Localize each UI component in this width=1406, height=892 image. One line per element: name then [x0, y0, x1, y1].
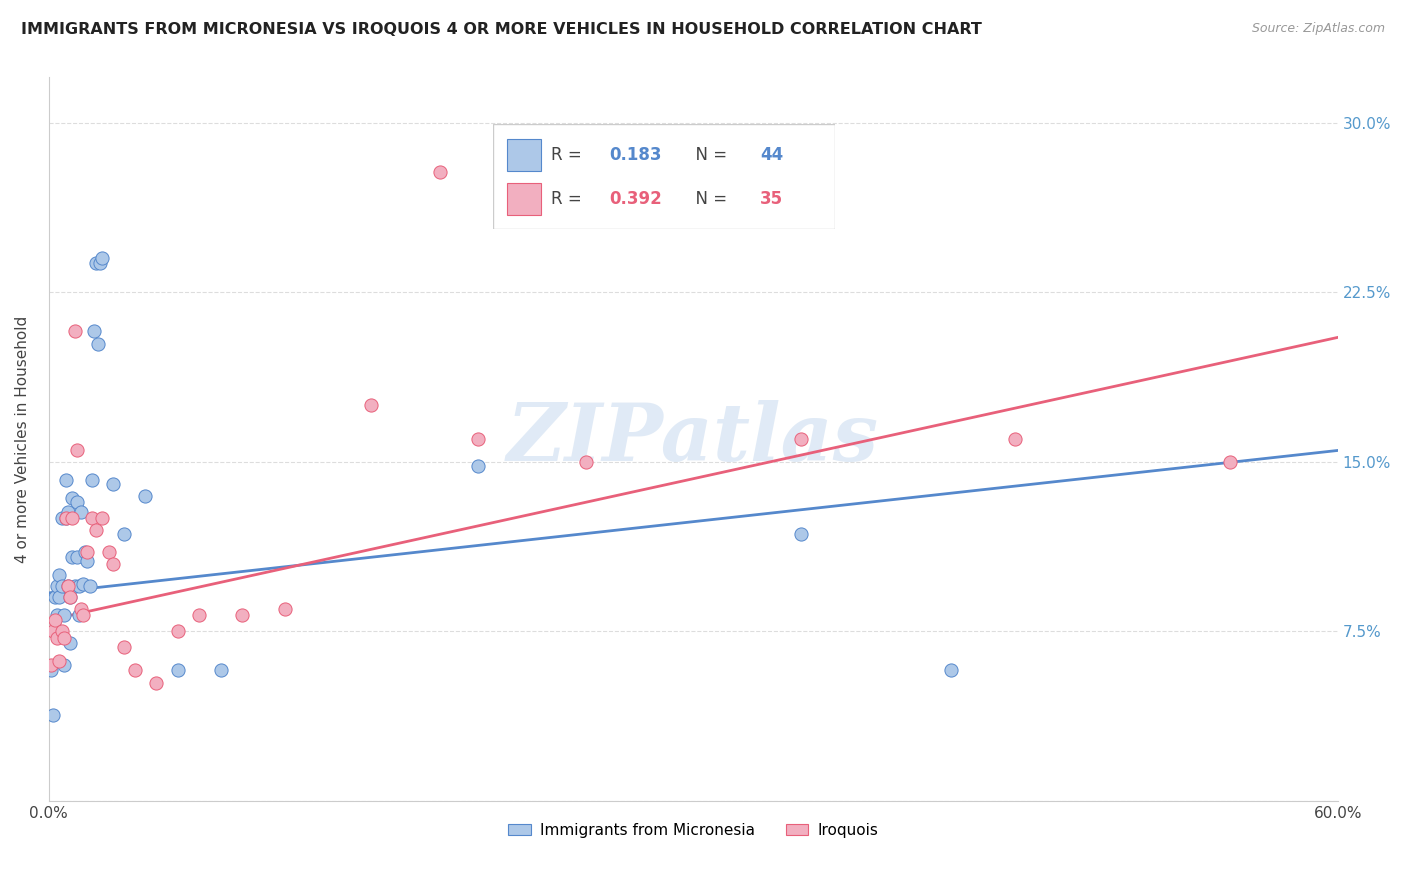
Point	[66, 443, 89, 458]
Point	[51, 511, 73, 525]
Point	[59, 591, 82, 605]
Point	[56, 579, 79, 593]
Point	[55, 511, 77, 525]
Point	[39, 658, 62, 673]
Point	[83, 324, 105, 338]
Point	[70, 601, 93, 615]
Point	[39, 663, 62, 677]
Point	[55, 473, 77, 487]
Point	[209, 663, 232, 677]
Point	[76, 545, 98, 559]
Point	[91, 511, 114, 525]
Point	[789, 432, 811, 446]
Point	[63, 579, 86, 593]
Point	[274, 601, 297, 615]
Legend: Immigrants from Micronesia, Iroquois: Immigrants from Micronesia, Iroquois	[502, 817, 884, 844]
Point	[60, 491, 83, 505]
Point	[67, 608, 90, 623]
Point	[87, 337, 110, 351]
Point	[52, 608, 75, 623]
Point	[112, 640, 135, 655]
Point	[80, 473, 103, 487]
Point	[72, 577, 94, 591]
Point	[84, 523, 107, 537]
Point	[60, 549, 83, 564]
Point	[59, 635, 82, 649]
Point	[42, 624, 65, 639]
Point	[1004, 432, 1026, 446]
Point	[56, 504, 79, 518]
Text: IMMIGRANTS FROM MICRONESIA VS IROQUOIS 4 OR MORE VEHICLES IN HOUSEHOLD CORRELATI: IMMIGRANTS FROM MICRONESIA VS IROQUOIS 4…	[21, 22, 981, 37]
Point	[51, 579, 73, 593]
Point	[124, 663, 146, 677]
Point	[60, 511, 83, 525]
Point	[66, 549, 89, 564]
Point	[46, 579, 69, 593]
Point	[789, 527, 811, 541]
Point	[112, 527, 135, 541]
Point	[939, 663, 962, 677]
Text: ZIPatlas: ZIPatlas	[508, 401, 879, 478]
Point	[46, 608, 69, 623]
Point	[67, 579, 90, 593]
Point	[1219, 455, 1241, 469]
Point	[70, 504, 93, 518]
Point	[51, 624, 73, 639]
Point	[166, 624, 188, 639]
Point	[429, 165, 451, 179]
Point	[46, 631, 69, 645]
Point	[48, 654, 70, 668]
Point	[79, 579, 101, 593]
Point	[467, 432, 489, 446]
Point	[72, 608, 94, 623]
Y-axis label: 4 or more Vehicles in Household: 4 or more Vehicles in Household	[15, 316, 30, 563]
Point	[42, 708, 65, 723]
Point	[145, 676, 167, 690]
Point	[59, 591, 82, 605]
Point	[575, 455, 598, 469]
Point	[134, 489, 156, 503]
Point	[66, 495, 89, 509]
Point	[52, 631, 75, 645]
Point	[80, 511, 103, 525]
Point	[166, 663, 188, 677]
Point	[48, 624, 70, 639]
Point	[44, 613, 66, 627]
Point	[188, 608, 211, 623]
Point	[103, 557, 125, 571]
Point	[52, 658, 75, 673]
Point	[84, 256, 107, 270]
Point	[75, 545, 97, 559]
Point	[360, 398, 382, 412]
Point	[231, 608, 253, 623]
Point	[467, 459, 489, 474]
Point	[76, 554, 98, 568]
Text: Source: ZipAtlas.com: Source: ZipAtlas.com	[1251, 22, 1385, 36]
Point	[48, 591, 70, 605]
Point	[44, 591, 66, 605]
Point	[48, 567, 70, 582]
Point	[89, 256, 111, 270]
Point	[91, 252, 114, 266]
Point	[63, 324, 86, 338]
Point	[55, 511, 77, 525]
Point	[56, 579, 79, 593]
Point	[103, 477, 125, 491]
Point	[97, 545, 120, 559]
